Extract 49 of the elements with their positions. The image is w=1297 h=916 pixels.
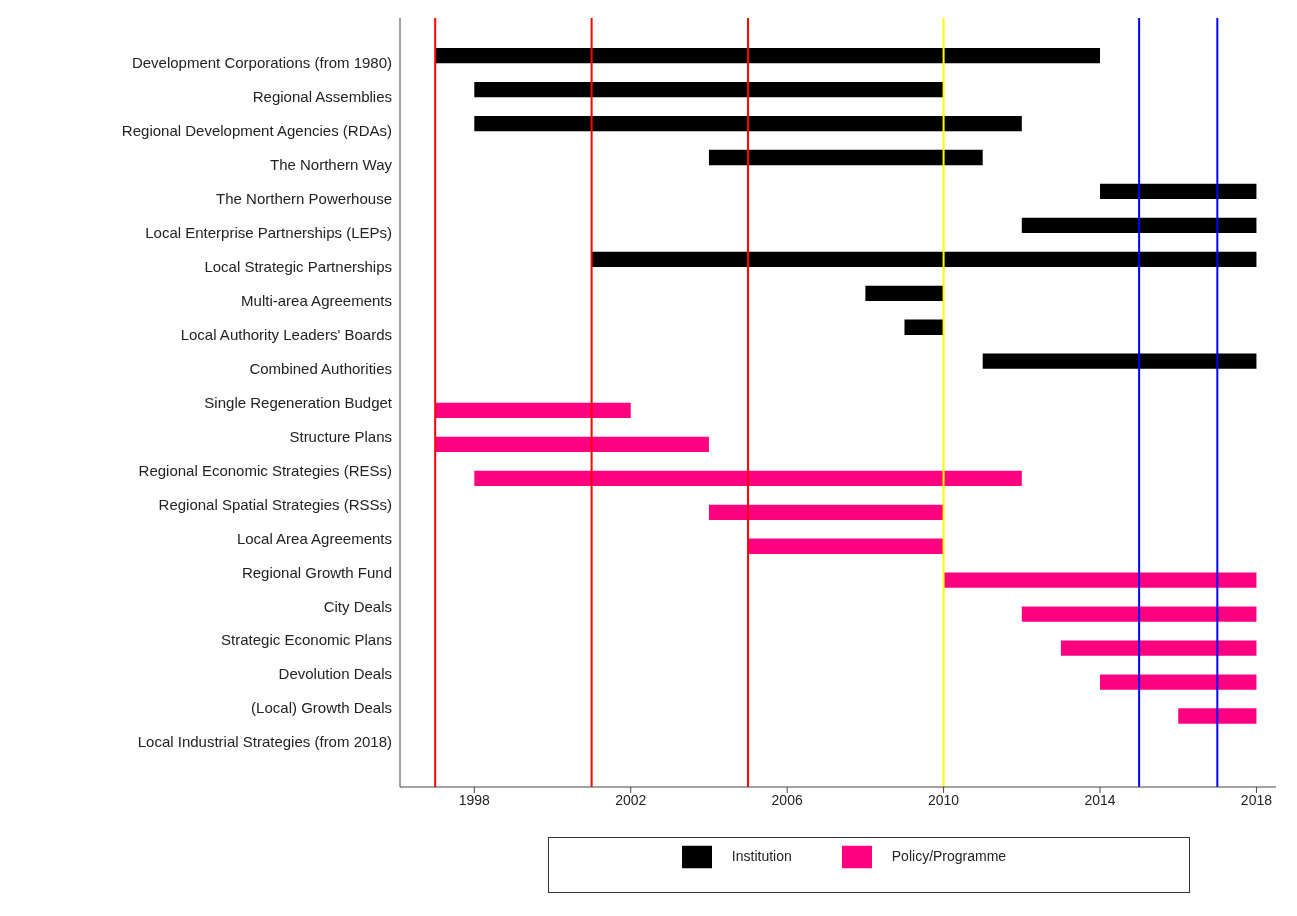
- x-tick-label: 2002: [615, 791, 647, 808]
- bar: [1060, 640, 1257, 656]
- y-tick-label: The Northern Powerhouse: [216, 190, 392, 208]
- bar: [708, 504, 944, 520]
- y-tick-label: Local Strategic Partnerships: [204, 258, 392, 276]
- bar: [1178, 708, 1257, 724]
- y-tick-label: Local Industrial Strategies (from 2018): [137, 733, 392, 751]
- y-tick-label: Local Area Agreements: [236, 529, 392, 547]
- bar: [904, 319, 944, 335]
- bar: [982, 353, 1257, 369]
- y-tick-label: Regional Spatial Strategies (RSSs): [158, 495, 392, 513]
- bar: [1021, 606, 1257, 622]
- legend-label: Institution: [731, 847, 792, 864]
- bar: [1100, 674, 1257, 690]
- y-tick-label: Local Enterprise Partnerships (LEPs): [145, 224, 392, 242]
- y-tick-label: Development Corporations (from 1980): [131, 54, 392, 72]
- bar: [865, 285, 944, 301]
- x-tick-label: 2018: [1240, 791, 1273, 808]
- bar: [435, 402, 631, 419]
- y-tick-label: City Deals: [323, 597, 392, 615]
- bar: [435, 436, 709, 453]
- x-tick-label: 1998: [458, 791, 491, 808]
- y-tick-label: Regional Assemblies: [252, 88, 392, 106]
- y-tick-label: (Local) Growth Deals: [251, 699, 392, 717]
- y-tick-label: Single Regeneration Budget: [204, 393, 393, 411]
- y-tick-label: Regional Economic Strategies (RESs): [138, 461, 392, 479]
- y-tick-label: Combined Authorities: [249, 359, 392, 377]
- y-tick-label: Regional Growth Fund: [241, 563, 392, 581]
- bar: [474, 470, 1022, 486]
- bar: [435, 48, 1101, 64]
- bar: [1100, 183, 1257, 200]
- bar: [1021, 217, 1257, 234]
- y-tick-label: Devolution Deals: [278, 665, 392, 683]
- y-tick-label: Strategic Economic Plans: [221, 631, 392, 649]
- x-tick-label: 2010: [928, 791, 960, 808]
- y-tick-label: Local Authority Leaders' Boards: [180, 325, 392, 343]
- bar: [943, 572, 1257, 588]
- x-tick-label: 2006: [771, 791, 803, 808]
- y-tick-label: Structure Plans: [289, 427, 392, 445]
- bar: [474, 81, 944, 98]
- bar: [748, 538, 944, 554]
- bar: [474, 115, 1022, 132]
- y-tick-label: Multi-area Agreements: [241, 291, 392, 309]
- bar: [591, 251, 1257, 267]
- y-tick-label: The Northern Way: [270, 156, 393, 174]
- bar: [708, 149, 983, 166]
- x-tick-label: 2014: [1084, 791, 1116, 808]
- y-tick-label: Regional Development Agencies (RDAs): [121, 122, 392, 140]
- legend-label: Policy/Programme: [891, 847, 1007, 864]
